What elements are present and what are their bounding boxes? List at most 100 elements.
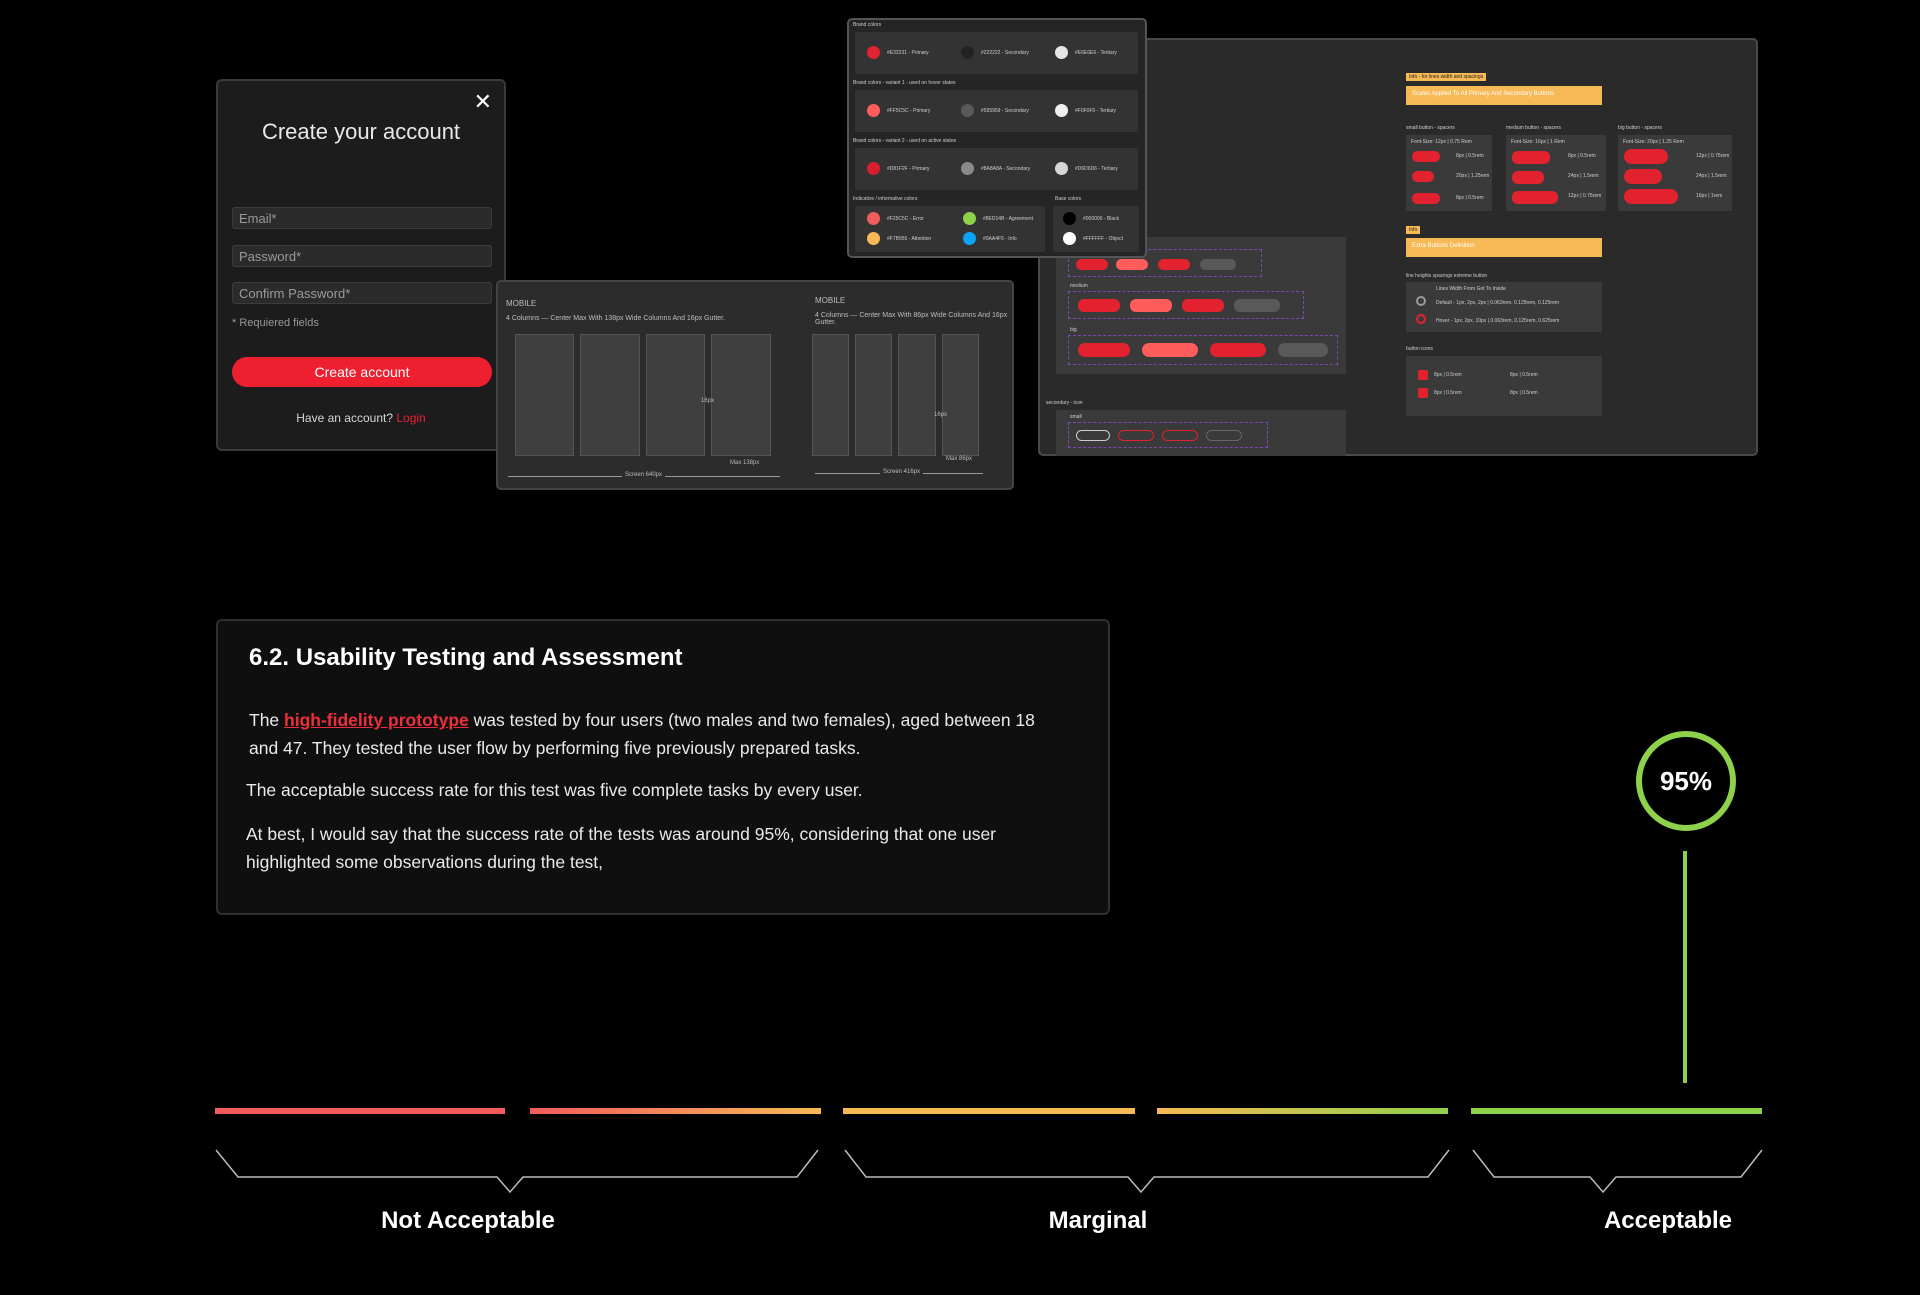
grid-column xyxy=(646,334,705,456)
alerts-row: #F25C5C - Error #8ED14B - Agreement #F7B95… xyxy=(855,206,1045,252)
bracket-marginal xyxy=(844,1149,1450,1194)
password-field[interactable]: Password* xyxy=(232,245,492,267)
alerts-title: Indicative / informative colors xyxy=(853,196,918,202)
demo-button xyxy=(1624,149,1668,164)
p1-post: was tested by four users (two males and … xyxy=(249,710,1035,758)
color-swatch xyxy=(1055,104,1068,117)
big-spacers-panel: Font-Size: 20px | 1.25 Rem 12px | 0.75re… xyxy=(1618,135,1732,211)
demo-button xyxy=(1116,259,1148,270)
demo-button xyxy=(1200,259,1236,270)
base-title: Base colors xyxy=(1055,196,1082,202)
outline-button xyxy=(1118,430,1154,441)
article-heading: 6.2. Usability Testing and Assessment xyxy=(249,644,683,671)
spec-text: 8px | 0.5rem xyxy=(1456,153,1484,159)
radio-icon xyxy=(1416,314,1426,324)
outline-button xyxy=(1206,430,1242,441)
demo-button xyxy=(1624,189,1678,204)
swatch-label: #F0F0F0 - Tertiary xyxy=(1075,108,1117,114)
scale-segment xyxy=(215,1108,505,1114)
swatch-label: #D6D6D6 - Tertiary xyxy=(1075,166,1118,172)
color-swatch xyxy=(867,232,880,245)
scale-segment xyxy=(1471,1108,1762,1114)
outline-button xyxy=(1076,430,1110,441)
swatch-label: #8ED14B - Agreement xyxy=(983,216,1034,222)
extra-buttons-bar: Extra Buttons Definition xyxy=(1406,238,1602,257)
icon-button xyxy=(1418,370,1428,380)
icons-panel: 8px | 0.5rem 8px | 0.5rem 8px | 0.5rem 8… xyxy=(1406,356,1602,416)
demo-button xyxy=(1624,169,1662,184)
button-states-panel: medium big xyxy=(1056,237,1346,374)
big-font-spec: Font-Size: 20px | 1.25 Rem xyxy=(1623,139,1684,145)
button-spec-card: Info - for lines width and spacings Scal… xyxy=(1038,38,1758,456)
big-button-group xyxy=(1068,335,1338,365)
login-link[interactable]: Login xyxy=(396,411,426,425)
confirm-password-field[interactable]: Confirm Password* xyxy=(232,282,492,304)
palette-row: #FF5C5C - Primary #595959 - Secondary #F0F… xyxy=(855,90,1138,132)
secondary-button-group xyxy=(1068,422,1268,448)
grid-column xyxy=(855,334,892,456)
scale-segment xyxy=(843,1108,1135,1114)
lines-head: Lines Width From Got To Inside xyxy=(1436,286,1506,292)
lines-default: Default - 1px, 2px, 2px | 0.063rem, 0.12… xyxy=(1436,300,1560,306)
swatch-label: #8A8A8A - Secondary xyxy=(981,166,1031,172)
spec-text: 24px | 1.5rem xyxy=(1696,173,1727,179)
grid-right-max: Max 86px xyxy=(946,456,973,462)
demo-button xyxy=(1412,151,1440,162)
icons-title: button icons xyxy=(1406,346,1433,352)
have-account-line: Have an account? Login xyxy=(218,411,504,425)
color-swatch xyxy=(1055,162,1068,175)
secondary-panel: small xyxy=(1056,410,1346,456)
scale-segment xyxy=(530,1108,821,1114)
grid-left-label: MOBILE xyxy=(506,299,537,308)
demo-button xyxy=(1210,343,1266,357)
create-account-button[interactable]: Create account xyxy=(232,357,492,387)
color-swatch xyxy=(867,104,880,117)
article-paragraph-1: The high-fidelity prototype was tested b… xyxy=(249,706,1039,762)
medium-font-spec: Font-Size: 16px | 1 Rem xyxy=(1511,139,1565,145)
palette-row-title: Brand colors - variant 1 - used on hover… xyxy=(853,80,956,86)
swatch-label: #FFFFFF - Object xyxy=(1083,236,1123,242)
color-swatch xyxy=(961,104,974,117)
grid-column xyxy=(898,334,936,456)
spec-text: 16px | 1rem xyxy=(1696,193,1723,199)
signup-title: Create your account xyxy=(261,119,461,144)
grid-left-gutter: 16px xyxy=(701,398,715,404)
color-swatch xyxy=(867,46,880,59)
small-spacers-panel: Font-Size: 12px | 0.75 Rem 8px | 0.5rem … xyxy=(1406,135,1492,211)
icon-button xyxy=(1418,388,1428,398)
grid-column xyxy=(580,334,640,456)
grid-right-gutter: 16px xyxy=(934,412,948,418)
demo-button xyxy=(1412,171,1434,182)
grid-left-max: Max 138px xyxy=(730,460,760,466)
lines-hover: Hover - 1px, 2px, 10px | 0.063rem, 0.125… xyxy=(1436,318,1560,324)
swatch-label: #595959 - Secondary xyxy=(981,108,1029,114)
small-label: small xyxy=(1070,414,1082,420)
email-field[interactable]: Email* xyxy=(232,207,492,229)
color-swatch xyxy=(963,212,976,225)
demo-button xyxy=(1512,151,1550,164)
swatch-label: #000000 - Black xyxy=(1083,216,1120,222)
demo-button xyxy=(1512,191,1558,204)
grid-left-desc: 4 Columns — Center Max With 138px Wide C… xyxy=(506,315,726,322)
scales-bar: Scales Applied To All Primary And Second… xyxy=(1406,86,1602,105)
palette-row-title: Brand colors xyxy=(853,22,882,28)
article-card: 6.2. Usability Testing and Assessment Th… xyxy=(216,619,1110,915)
demo-button xyxy=(1142,343,1198,357)
spec-text: 8px | 0.5rem xyxy=(1568,153,1596,159)
color-swatch xyxy=(867,212,880,225)
close-icon[interactable]: ✕ xyxy=(473,89,492,114)
swatch-label: #FF5C5C - Primary xyxy=(887,108,931,114)
article-paragraph-2: The acceptable success rate for this tes… xyxy=(246,780,863,800)
base-row: #000000 - Black #FFFFFF - Object xyxy=(1053,206,1139,252)
palette-row-title: Brand colors - variant 2 - used on activ… xyxy=(853,138,957,144)
small-button-group xyxy=(1068,249,1262,277)
scale-brackets xyxy=(215,1149,1763,1194)
demo-button xyxy=(1412,193,1440,204)
demo-button xyxy=(1278,343,1328,357)
scale-segment xyxy=(1157,1108,1448,1114)
bracket-acceptable xyxy=(1472,1149,1763,1194)
prototype-link[interactable]: high-fidelity prototype xyxy=(284,710,469,730)
p1-pre: The xyxy=(249,710,285,730)
spec-text: 8px | 0.5rem xyxy=(1434,372,1462,378)
medium-label: medium xyxy=(1070,283,1088,289)
